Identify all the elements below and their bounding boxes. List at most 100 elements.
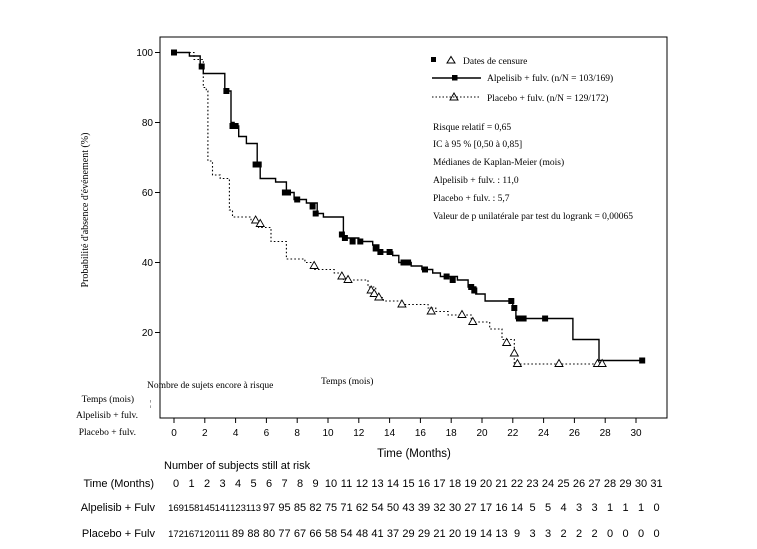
stat-median-alpelisib: Alpelisib + fulv. : 11,0 xyxy=(433,175,519,186)
risk-time-cell: 18 xyxy=(449,478,461,490)
censor-mark-alpelisib xyxy=(349,238,356,245)
risk-count-cell: 88 xyxy=(247,528,259,540)
risk-count-cell: 77 xyxy=(278,528,290,540)
x-tick-label: 22 xyxy=(507,428,519,439)
censor-mark-placebo xyxy=(369,288,379,297)
risk-count-cell: 75 xyxy=(325,502,337,514)
censor-mark-placebo xyxy=(512,358,523,367)
censor-mark-alpelisib xyxy=(255,161,262,168)
risk-count-cell: 0 xyxy=(653,528,659,540)
censor-mark-alpelisib xyxy=(471,287,478,294)
risk-time-cell: 3 xyxy=(219,478,225,490)
censor-mark-alpelisib xyxy=(468,284,475,290)
censor-mark-placebo xyxy=(250,215,261,224)
risk-count-cell: 29 xyxy=(402,528,414,540)
risk-count-cell: 48 xyxy=(356,528,368,540)
risk-count-cell: 43 xyxy=(402,502,414,514)
y-axis-label: Probabilité d'absence d'événement (%) xyxy=(80,133,91,288)
risk-time-cell: 0 xyxy=(173,478,179,490)
risk-time-cell: 22 xyxy=(511,478,523,490)
risk-table-en-row-placebo-label: Placebo + Fulv xyxy=(82,528,156,540)
censor-mark-alpelisib xyxy=(639,357,646,364)
x-tick-label: 8 xyxy=(294,428,300,439)
risk-count-cell: 9 xyxy=(514,528,520,540)
censor-mark-alpelisib xyxy=(223,88,230,94)
censor-mark-alpelisib xyxy=(252,161,259,168)
risk-time-cell: 1 xyxy=(188,478,194,490)
risk-count-cell: 172 xyxy=(168,529,184,540)
stat-median-heading: Médianes de Kaplan-Meier (mois) xyxy=(433,157,564,168)
risk-count-cell: 3 xyxy=(576,502,582,514)
censor-mark-alpelisib xyxy=(281,189,288,196)
risk-time-cell: 26 xyxy=(573,478,585,490)
risk-count-cell: 54 xyxy=(340,528,352,540)
censor-mark-alpelisib xyxy=(443,273,450,280)
risk-count-cell: 120 xyxy=(199,529,215,540)
risk-time-cell: 12 xyxy=(356,478,368,490)
legend-alpelisib-label: Alpelisib + fulv. (n/N = 103/169) xyxy=(487,73,613,84)
risk-count-cell: 141 xyxy=(215,503,231,514)
censor-mark-alpelisib xyxy=(309,203,316,210)
risk-count-cell: 3 xyxy=(529,528,535,540)
legend-alpelisib-marker-icon xyxy=(452,75,458,81)
risk-time-cell: 14 xyxy=(387,478,399,490)
risk-count-cell: 3 xyxy=(591,502,597,514)
censor-mark-alpelisib xyxy=(508,298,515,304)
risk-count-cell: 158 xyxy=(184,503,200,514)
censor-mark-placebo xyxy=(255,218,266,227)
risk-table-fr: Nombre de sujets encore à risque Temps (… xyxy=(76,376,373,438)
risk-count-cell: 95 xyxy=(278,502,290,514)
x-tick-label: 6 xyxy=(264,428,270,439)
risk-count-cell: 17 xyxy=(480,502,492,514)
censor-mark-alpelisib xyxy=(386,249,393,255)
series-layer xyxy=(171,49,646,367)
risk-time-cell: 30 xyxy=(635,478,647,490)
censor-mark-placebo xyxy=(397,299,407,308)
risk-time-cell: 21 xyxy=(495,478,507,490)
censor-mark-placebo xyxy=(426,306,436,315)
censor-mark-alpelisib xyxy=(294,196,301,203)
risk-count-cell: 0 xyxy=(638,528,644,540)
y-tick-label: 40 xyxy=(142,258,154,269)
risk-count-cell: 54 xyxy=(371,502,383,514)
censor-mark-placebo xyxy=(509,348,520,357)
risk-time-cell: 11 xyxy=(341,478,352,490)
stat-hazard-ratio: Risque relatif = 0,65 xyxy=(433,122,511,133)
censor-mark-alpelisib xyxy=(516,315,522,322)
stat-ci: IC à 95 % [0,50 à 0,85] xyxy=(433,140,522,150)
legend-placebo-marker-icon xyxy=(449,91,459,101)
y-tick-label: 100 xyxy=(136,48,153,59)
risk-count-cell: 27 xyxy=(464,502,476,514)
risk-count-cell: 1 xyxy=(638,502,644,514)
risk-table-fr-row1: Alpelisib + fulv. xyxy=(76,410,138,421)
risk-time-cell: 31 xyxy=(650,478,662,490)
censor-mark-alpelisib xyxy=(511,305,518,311)
censor-mark-alpelisib xyxy=(372,245,379,252)
risk-table-en: Number of subjects still at risk Time (M… xyxy=(81,460,663,540)
legend: Dates de censure Alpelisib + fulv. (n/N … xyxy=(431,55,613,104)
legend-censor-label: Dates de censure xyxy=(463,57,527,67)
censor-mark-placebo xyxy=(597,358,607,367)
x-tick-label: 14 xyxy=(384,428,396,439)
risk-count-cell: 113 xyxy=(246,503,261,514)
censor-mark-placebo xyxy=(467,316,478,325)
risk-count-cell: 2 xyxy=(576,528,582,540)
risk-count-cell: 80 xyxy=(263,528,275,540)
risk-count-cell: 4 xyxy=(560,502,566,514)
risk-count-cell: 21 xyxy=(433,528,445,540)
risk-count-cell: 5 xyxy=(529,502,535,514)
legend-censor-square-icon xyxy=(431,57,436,62)
risk-count-cell: 13 xyxy=(495,528,507,540)
risk-table-en-title: Number of subjects still at risk xyxy=(164,460,311,472)
risk-count-cell: 32 xyxy=(433,502,445,514)
stat-median-placebo: Placebo + fulv. : 5,7 xyxy=(433,193,510,204)
risk-count-cell: 82 xyxy=(309,502,321,514)
censor-mark-alpelisib xyxy=(229,123,236,129)
risk-table-fr-time-header: Temps (mois) xyxy=(82,394,134,405)
risk-count-cell: 37 xyxy=(387,528,399,540)
censor-mark-alpelisib xyxy=(198,63,205,70)
censor-mark-alpelisib xyxy=(341,235,348,241)
risk-time-cell: 2 xyxy=(204,478,210,490)
risk-count-cell: 14 xyxy=(480,528,492,540)
